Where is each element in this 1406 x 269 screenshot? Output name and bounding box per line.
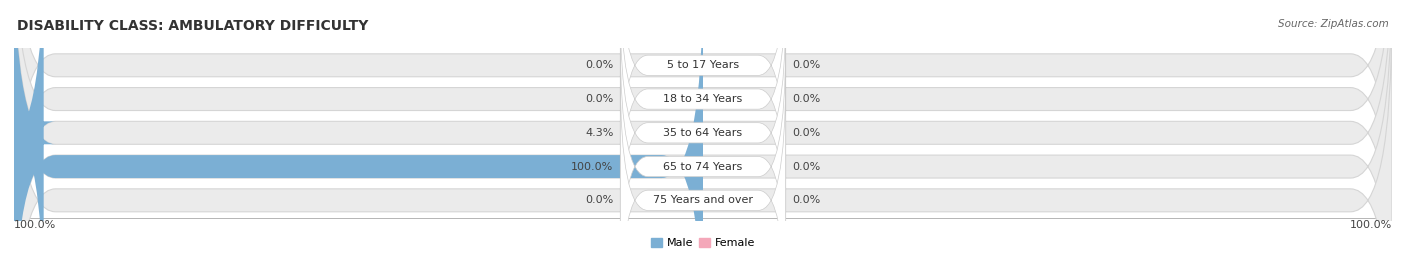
Text: Source: ZipAtlas.com: Source: ZipAtlas.com bbox=[1278, 19, 1389, 29]
Text: 100.0%: 100.0% bbox=[571, 162, 613, 172]
FancyBboxPatch shape bbox=[14, 9, 1392, 269]
Text: 75 Years and over: 75 Years and over bbox=[652, 195, 754, 205]
FancyBboxPatch shape bbox=[620, 42, 786, 269]
Legend: Male, Female: Male, Female bbox=[647, 234, 759, 253]
FancyBboxPatch shape bbox=[3, 0, 55, 269]
Text: 35 to 64 Years: 35 to 64 Years bbox=[664, 128, 742, 138]
Text: 100.0%: 100.0% bbox=[1350, 220, 1392, 230]
Text: 0.0%: 0.0% bbox=[793, 195, 821, 205]
FancyBboxPatch shape bbox=[620, 0, 786, 190]
Text: 0.0%: 0.0% bbox=[585, 60, 613, 70]
Text: 0.0%: 0.0% bbox=[585, 195, 613, 205]
Text: 0.0%: 0.0% bbox=[793, 94, 821, 104]
FancyBboxPatch shape bbox=[14, 0, 1392, 269]
FancyBboxPatch shape bbox=[620, 0, 786, 224]
Text: 0.0%: 0.0% bbox=[793, 128, 821, 138]
Text: 5 to 17 Years: 5 to 17 Years bbox=[666, 60, 740, 70]
Text: 18 to 34 Years: 18 to 34 Years bbox=[664, 94, 742, 104]
Text: 0.0%: 0.0% bbox=[793, 162, 821, 172]
Text: 65 to 74 Years: 65 to 74 Years bbox=[664, 162, 742, 172]
Text: 4.3%: 4.3% bbox=[585, 128, 613, 138]
FancyBboxPatch shape bbox=[14, 0, 1392, 269]
Text: DISABILITY CLASS: AMBULATORY DIFFICULTY: DISABILITY CLASS: AMBULATORY DIFFICULTY bbox=[17, 19, 368, 33]
Text: 100.0%: 100.0% bbox=[14, 220, 56, 230]
FancyBboxPatch shape bbox=[14, 0, 703, 269]
Text: 0.0%: 0.0% bbox=[585, 94, 613, 104]
Text: 0.0%: 0.0% bbox=[793, 60, 821, 70]
FancyBboxPatch shape bbox=[14, 0, 1392, 256]
FancyBboxPatch shape bbox=[14, 0, 1392, 269]
FancyBboxPatch shape bbox=[620, 8, 786, 258]
FancyBboxPatch shape bbox=[620, 75, 786, 269]
